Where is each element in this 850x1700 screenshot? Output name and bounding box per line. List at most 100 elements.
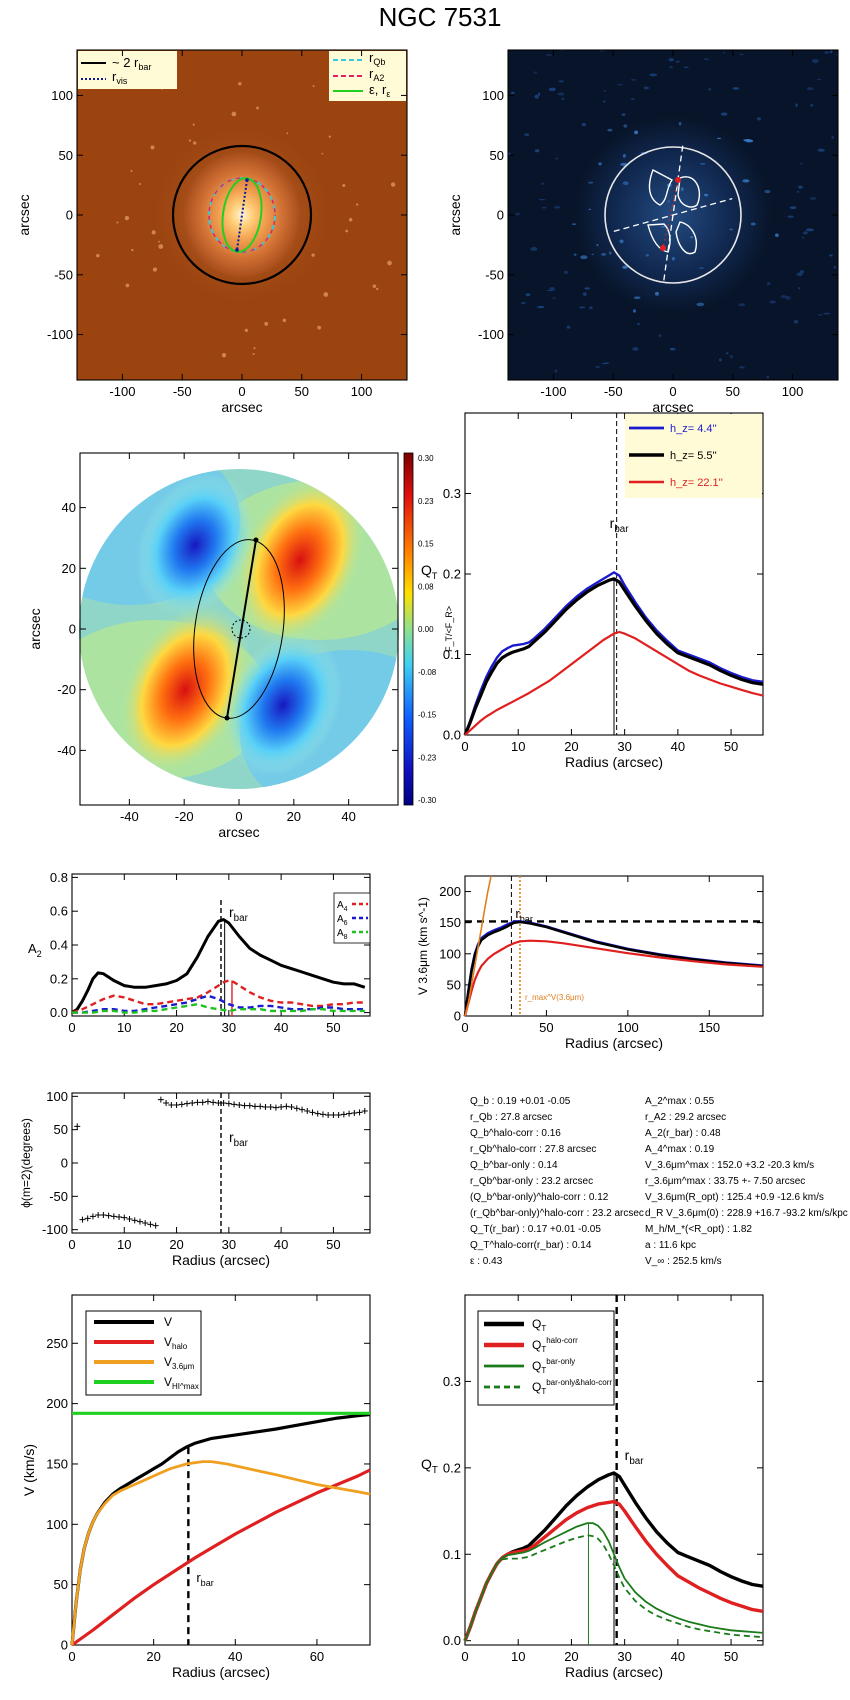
qt-profiles-ylabel: QT xyxy=(421,562,438,581)
noise-blob xyxy=(538,198,546,201)
parameter-line: V_3.6μm^max : 152.0 +3.2 -20.3 km/s xyxy=(645,1160,814,1171)
phase-xtick-label: 20 xyxy=(169,1237,183,1252)
noise-blob xyxy=(739,53,744,56)
phase-point xyxy=(231,1101,238,1108)
noise-blob xyxy=(579,306,586,309)
noise-blob xyxy=(552,297,557,299)
parameter-line: Q_b : 0.19 +0.01 -0.05 xyxy=(470,1096,571,1107)
phase-point xyxy=(105,1212,112,1219)
noise-blob xyxy=(566,325,571,329)
rot36-xlabel: Radius (arcsec) xyxy=(565,1035,663,1051)
rotmodel-xlabel: Radius (arcsec) xyxy=(172,1664,270,1680)
noise-blob xyxy=(602,100,606,103)
phase-point xyxy=(194,1099,201,1106)
parameter-line: V_∞ : 252.5 km/s xyxy=(645,1256,722,1267)
rot36-frame xyxy=(464,875,764,1017)
panel-galaxy-axes: -100 -50 0 50 100 -100 -50 0 50 100 arcsec arcsec xyxy=(16,49,408,415)
colorbar-label: F_T/<F_R> xyxy=(444,606,454,652)
contour-nw xyxy=(677,176,701,208)
noise-blob xyxy=(622,265,628,269)
parameter-line: Q_b^halo-corr : 0.16 xyxy=(470,1128,561,1139)
panel3-ylabel: arcsec xyxy=(27,608,43,649)
qt-profiles-xlabel: Radius (arcsec) xyxy=(565,754,663,770)
phase-rbar-label: rbar xyxy=(229,1129,249,1149)
panel2-xtick-label: 0 xyxy=(669,384,676,399)
parameter-line: d_R V_3.6μm(0) : 228.9 +16.7 -93.2 km/s/… xyxy=(645,1208,848,1219)
fourier-xtick-label: 30 xyxy=(222,1020,236,1035)
panel3-ytick-label: -20 xyxy=(57,682,76,697)
colorbar xyxy=(403,452,414,806)
qt-profiles-xtick-label: 10 xyxy=(511,739,525,754)
panel3-ytick-label: 0 xyxy=(69,622,76,637)
rotmodel-rbar-label: rbar xyxy=(196,1570,214,1588)
noise-blob xyxy=(537,92,541,96)
noise-blob xyxy=(793,320,799,324)
noise-blob xyxy=(630,98,635,101)
bar-line-end-north xyxy=(253,537,259,543)
rotmodel-legend-label: V xyxy=(164,1315,172,1329)
star-dot xyxy=(158,244,164,249)
fourier-rbar-label: rbar xyxy=(229,904,249,924)
rot36-ytick-label: 50 xyxy=(447,977,461,992)
parameter-line: (r_Qb^bar-only)^halo-corr : 23.2 arcsec xyxy=(470,1208,644,1219)
fourier-xtick-label: 10 xyxy=(117,1020,131,1035)
star-dot xyxy=(130,169,133,173)
phase-point xyxy=(184,1100,191,1107)
chart-qt-halo-corrected: 0 10 20 30 40 50 0.0 0.1 0.2 0.3 Radius (arcsec) QT… xyxy=(421,1294,764,1680)
star-dot xyxy=(286,132,289,135)
parameter-line: a : 11.6 kpc xyxy=(645,1240,696,1251)
phase-point xyxy=(225,1100,232,1107)
noise-blob xyxy=(589,306,593,310)
panel3-ytick-label: -40 xyxy=(57,743,76,758)
rot36-xtick-label: 100 xyxy=(617,1020,639,1035)
noise-blob xyxy=(510,91,515,95)
fourier-ytick-label: 0.6 xyxy=(50,904,68,919)
panel-galaxy-image: ~ 2 rbar rvis rQb rA2 ε, rε -100 -50 0 50 10… xyxy=(16,49,408,415)
noise-blob xyxy=(769,300,776,304)
noise-blob xyxy=(669,65,673,69)
parameters-left-column: Q_b : 0.19 +0.01 -0.05 r_Qb : 27.8 arcsec… xyxy=(470,1096,644,1267)
rotmodel-series-2 xyxy=(70,1460,371,1646)
phase-point xyxy=(215,1100,222,1106)
star-dot xyxy=(342,184,346,188)
noise-blob xyxy=(632,347,639,351)
noise-blob xyxy=(530,247,538,251)
qthalo-ylabel: QT xyxy=(421,1456,438,1476)
noise-blob xyxy=(829,50,833,54)
fourier-ytick-label: 0.4 xyxy=(50,938,68,953)
phase-point xyxy=(121,1214,128,1221)
parameter-line: Q_b^bar-only : 0.14 xyxy=(470,1160,558,1171)
phase-point xyxy=(251,1103,258,1110)
noise-blob xyxy=(561,98,565,100)
parameter-line: r_3.6μm^max : 33.75 +- 7.50 arcsec xyxy=(645,1176,805,1187)
star-dot xyxy=(372,284,377,288)
map-blue-lobe-se xyxy=(223,633,343,777)
chart-rotation-model: 0 20 40 60 0 50 100 150 200 250 Radius (arcsec) V (… xyxy=(21,1294,371,1680)
phase-point xyxy=(147,1221,154,1228)
panel2-ytick-label: 50 xyxy=(490,148,504,163)
parameter-line: A_2(r_bar) : 0.48 xyxy=(645,1128,721,1139)
star-dot xyxy=(188,139,192,142)
panel-residual-image: -100 -50 0 50 100 -100 -50 0 50 100 arcsec arcsec xyxy=(447,49,839,415)
rotmodel-xtick-label: 60 xyxy=(310,1649,324,1664)
noise-blob xyxy=(617,83,624,86)
panel1-ylabel: arcsec xyxy=(16,194,32,235)
qthalo-xtick-label: 10 xyxy=(511,1649,525,1664)
noise-blob xyxy=(703,193,709,197)
phase-point xyxy=(361,1108,368,1114)
rotmodel-ytick-label: 0 xyxy=(61,1638,68,1653)
qt-profiles-series-2 xyxy=(464,630,764,736)
phase-point xyxy=(356,1109,363,1116)
noise-blob xyxy=(554,369,558,373)
qthalo-ytick-label: 0.1 xyxy=(443,1547,461,1562)
noise-blob xyxy=(669,347,676,351)
rot36-ytick-label: 150 xyxy=(439,915,461,930)
bar-line-end-south xyxy=(224,715,230,721)
rot36-xtick-label: 50 xyxy=(539,1020,553,1035)
rotmodel-series-1 xyxy=(71,1468,371,1647)
noise-blob xyxy=(525,293,531,297)
phase-point xyxy=(330,1112,337,1118)
noise-blob xyxy=(609,251,612,255)
qt-profiles-xtick-label: 0 xyxy=(461,739,468,754)
